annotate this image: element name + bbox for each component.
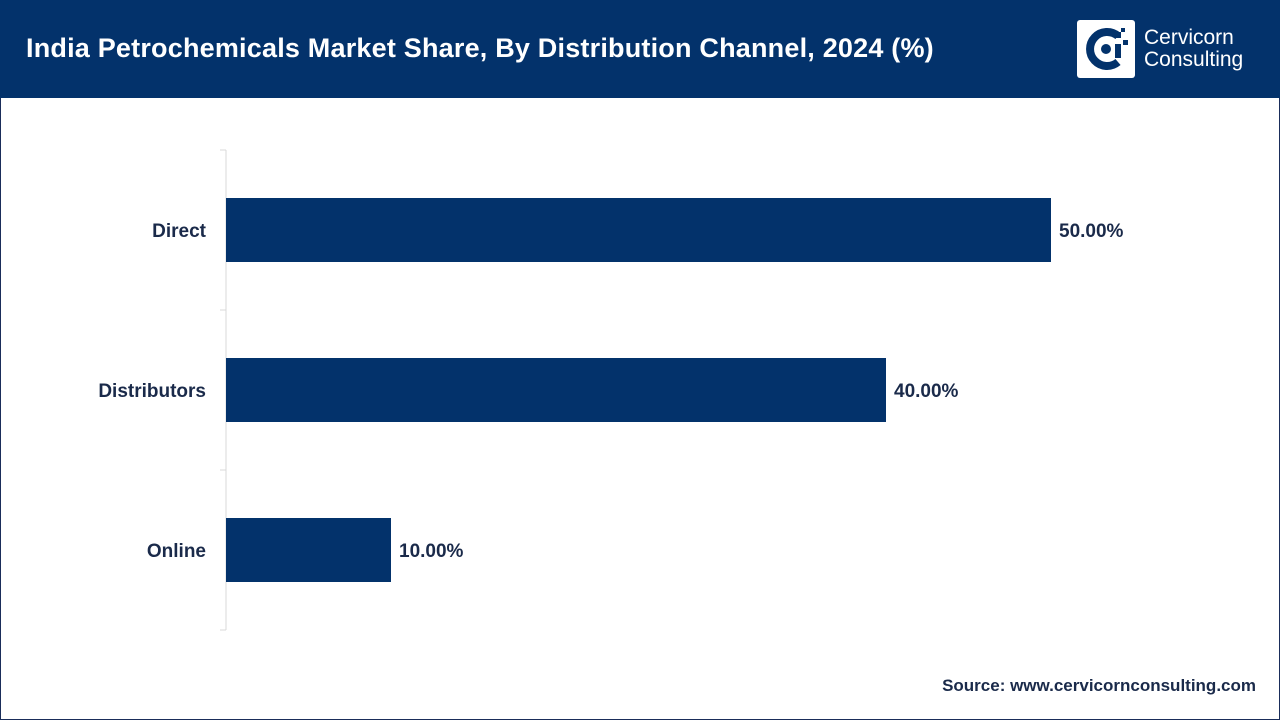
data-label: 10.00% [399,541,464,562]
category-label: Direct [152,221,207,242]
chart-area: Direct 50.00% Distributors 40.00% Online 10.0… [0,98,1280,720]
logo-c-icon [1086,28,1128,70]
logo-text-line2: Consulting [1144,48,1244,71]
header-banner: India Petrochemicals Market Share, By Di… [0,0,1280,98]
data-label: 50.00% [1059,221,1124,242]
brand-logo: Cervicorn Consulting [1077,20,1243,78]
data-label: 40.00% [894,381,959,402]
bar-direct [226,198,1051,262]
chart-title: India Petrochemicals Market Share, By Di… [26,33,934,63]
bar-chart: Direct 50.00% Distributors 40.00% Online 10.0… [98,149,1124,631]
source-note: Source: www.cervicornconsulting.com [942,676,1256,695]
logo-text-line1: Cervicorn [1144,26,1234,49]
bar-distributors [226,358,886,422]
logo-text: Cervicorn Consulting [1144,27,1243,71]
category-label: Distributors [98,381,206,402]
category-label: Online [147,541,206,562]
bar-online [226,518,391,582]
cervicorn-logo-icon [1077,20,1135,78]
